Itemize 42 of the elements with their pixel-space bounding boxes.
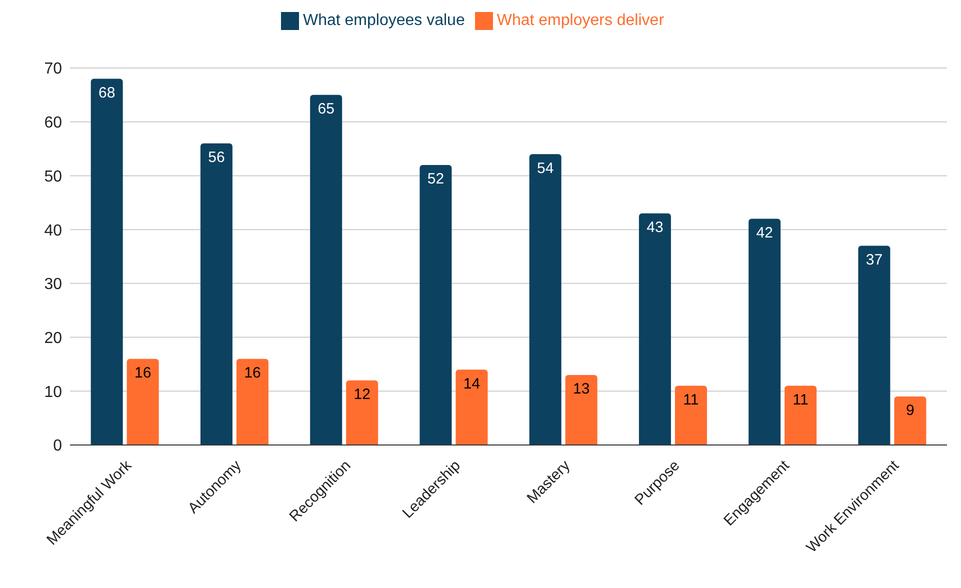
data-label: 56 <box>208 149 225 166</box>
bar <box>420 164 452 445</box>
data-label: 11 <box>792 391 808 408</box>
bar <box>674 386 707 445</box>
bar <box>748 218 781 445</box>
y-tick-label: 20 <box>44 330 62 347</box>
bar <box>90 78 123 445</box>
legend-label: What employers deliver <box>496 12 664 30</box>
data-label: 16 <box>244 364 261 382</box>
data-label: 43 <box>646 219 664 236</box>
bar <box>858 246 890 445</box>
bar <box>565 374 598 445</box>
y-tick-label: 70 <box>44 60 62 78</box>
y-tick-label: 40 <box>44 222 62 240</box>
data-label: 37 <box>866 251 883 268</box>
bar <box>784 386 817 445</box>
y-tick-label: 10 <box>44 384 62 401</box>
data-label: 11 <box>683 391 699 408</box>
legend-label: What employees value <box>302 12 465 30</box>
bar <box>126 358 159 445</box>
data-label: 65 <box>318 100 334 118</box>
data-label: 13 <box>572 380 590 398</box>
data-label: 14 <box>463 375 480 392</box>
data-label: 52 <box>427 170 444 188</box>
bar <box>200 143 232 445</box>
data-label: 16 <box>134 364 152 382</box>
y-tick-label: 30 <box>44 276 62 294</box>
y-tick-label: 60 <box>44 114 62 132</box>
bar <box>456 370 488 445</box>
y-tick-label: 50 <box>44 168 62 186</box>
data-label: 12 <box>354 386 370 404</box>
data-label: 42 <box>756 224 773 242</box>
bar <box>310 94 342 445</box>
bar <box>346 380 378 445</box>
bar <box>638 213 671 445</box>
y-tick-label: 0 <box>53 438 62 455</box>
data-label: 68 <box>98 84 116 102</box>
data-label: 54 <box>536 160 554 177</box>
bar <box>529 154 562 445</box>
bar <box>236 358 268 445</box>
data-label: 9 <box>906 402 914 420</box>
bar <box>894 396 926 445</box>
